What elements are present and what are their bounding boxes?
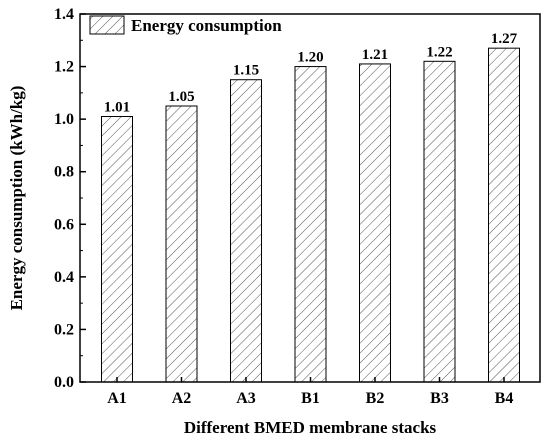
value-label-b2: 1.21 [362,47,388,63]
bar-b2 [359,63,391,383]
y-tick-label-0.8: 0.8 [54,164,74,181]
value-label-a1: 1.01 [104,100,130,116]
bar-b3 [423,60,456,383]
x-tick-label-a2: A2 [172,390,192,407]
y-axis-label: Energy consumption (kWh/kg) [7,86,26,311]
value-label-a3: 1.15 [233,63,259,79]
y-tick-label-0.4: 0.4 [54,269,74,286]
legend-label: Energy consumption [131,16,282,35]
value-label-a2: 1.05 [168,89,194,105]
x-tick-label-b3: B3 [430,390,449,407]
value-labels-layer: 1.01 1.05 1.15 1.20 1.21 1.22 1.27 [104,31,518,115]
value-label-b4: 1.27 [491,31,518,47]
value-label-b3: 1.22 [426,44,452,60]
y-tick-label-0.6: 0.6 [54,216,74,233]
y-axis: 0.0 0.2 0.4 0.6 0.8 1.0 1.2 1.4 [54,6,86,391]
legend: Energy consumption [89,15,282,35]
x-tick-label-b1: B1 [301,390,320,407]
y-tick-label-1.0: 1.0 [54,111,74,128]
x-tick-label-b4: B4 [495,390,514,407]
x-axis-label: Different BMED membrane stacks [184,418,437,437]
bar-a2 [165,105,198,383]
bar-a1 [101,116,133,383]
y-tick-label-1.2: 1.2 [54,59,74,76]
y-tick-label-0.0: 0.0 [54,374,74,391]
x-axis: A1 A2 A3 B1 B2 B3 B4 [107,377,513,407]
bars-layer [101,47,520,383]
x-tick-label-b2: B2 [366,390,385,407]
y-tick-label-1.4: 1.4 [54,6,74,23]
y-tick-label-0.2: 0.2 [54,321,74,338]
bar-a3 [230,79,262,383]
x-tick-label-a3: A3 [236,390,256,407]
bar-b1 [294,66,327,383]
bar-b4 [488,47,520,383]
x-tick-label-a1: A1 [107,390,127,407]
value-label-b1: 1.20 [297,50,323,66]
legend-swatch [89,15,125,35]
